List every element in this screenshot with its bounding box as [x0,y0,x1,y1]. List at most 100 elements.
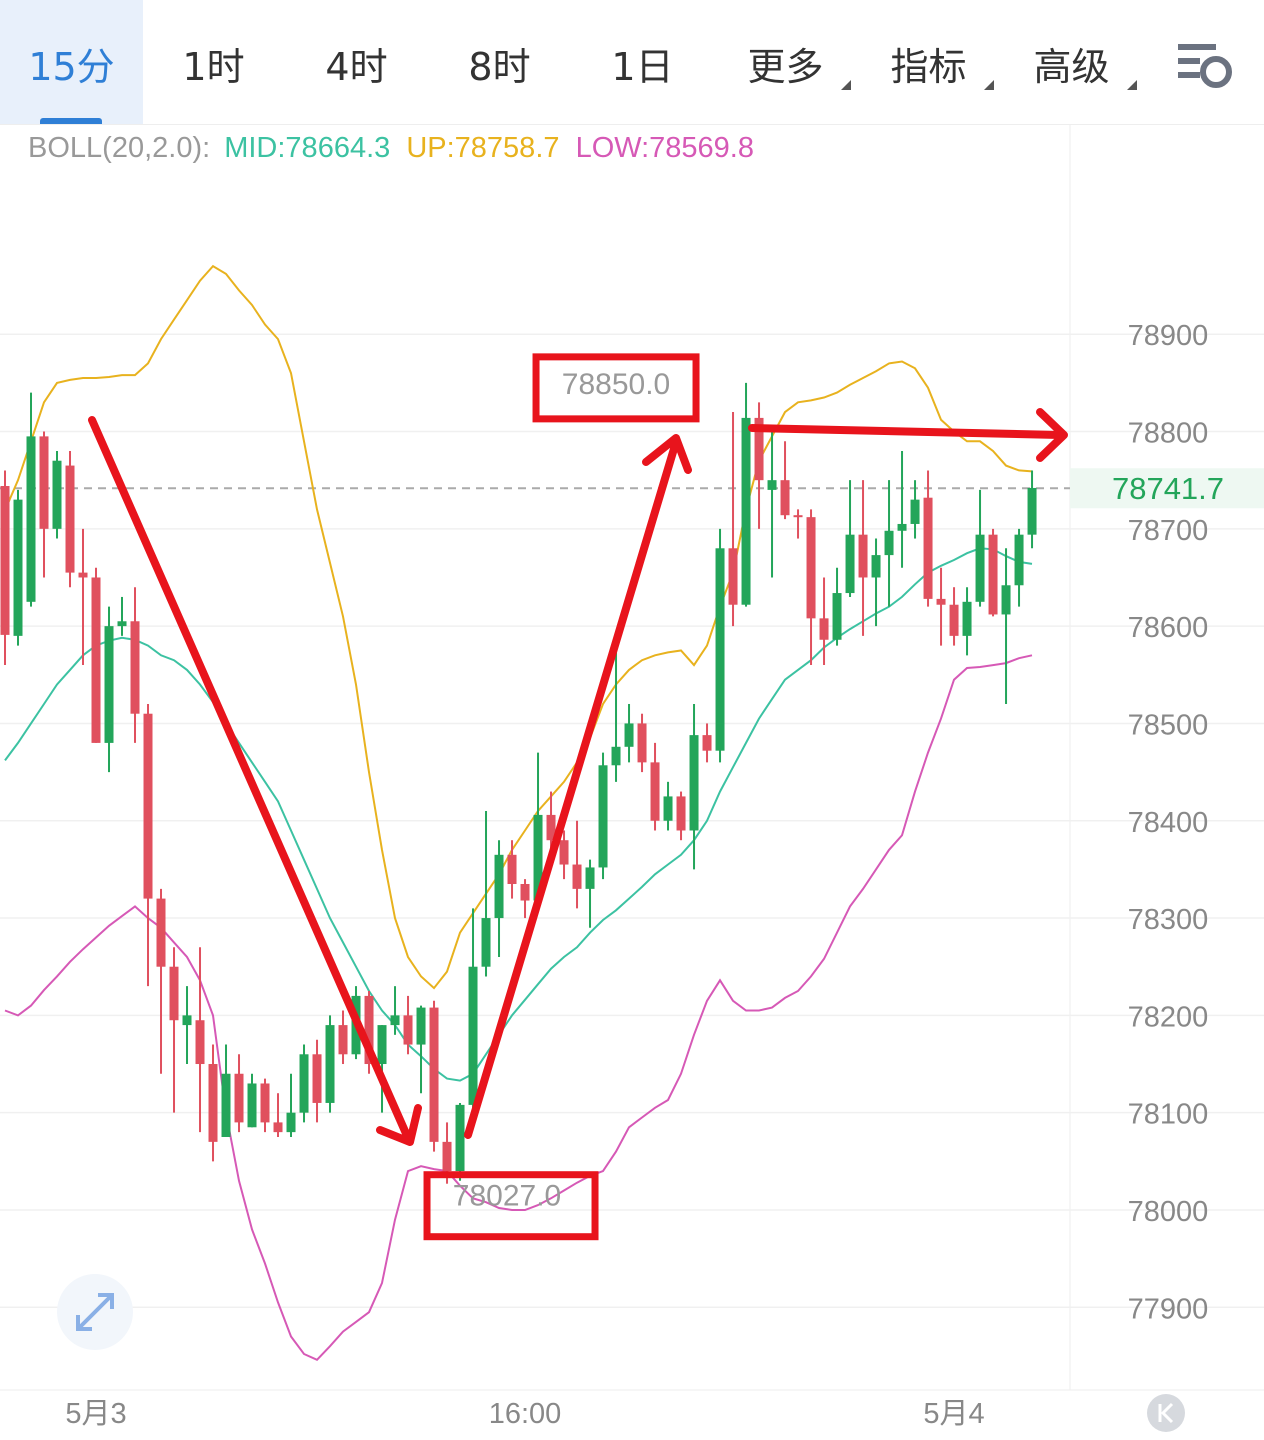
candle-body [0,486,10,635]
boll-line [4,547,1033,1082]
candle-body [299,1054,309,1113]
dropdown-caret [1127,80,1137,90]
y-tick-label: 78900 [1128,320,1209,352]
candle-body [182,1015,192,1026]
candle-body [637,723,647,763]
candle-body [702,735,712,751]
candle-body [234,1073,244,1123]
timeframe-tab[interactable]: 8时 [428,0,571,124]
down-arrow [88,416,422,1146]
candle-body [533,814,543,901]
candle-body [312,1054,322,1103]
timeframe-tab[interactable]: 指标 [857,0,1000,124]
candle-body [845,534,855,594]
candle-body [962,601,972,636]
candle-body [247,1083,257,1128]
candle-body [689,735,699,831]
candle-body [52,460,62,529]
candle-body [988,534,998,615]
icon-bar [1178,72,1200,78]
candle-body [169,966,179,1021]
timeframe-tab[interactable]: 4时 [285,0,428,124]
candle-body [884,530,894,556]
indicator-up: UP:78758.7 [406,132,559,164]
tab-label: 15分 [28,45,115,89]
candle-body [975,534,985,602]
dropdown-caret [984,80,994,90]
candle-body [39,436,49,529]
candle-body [832,593,842,640]
candle-body [390,1015,400,1026]
timeframe-tab[interactable]: 更多 [714,0,857,124]
expand-button[interactable] [57,1274,133,1350]
icon-bar [1178,58,1200,64]
tab-label: 1日 [611,45,674,89]
indicator-mid: MID:78664.3 [224,132,390,164]
settings-icon[interactable] [1174,40,1238,96]
candle-body [936,598,946,605]
icon-gear [1200,56,1232,88]
last-price-bg [1070,468,1264,509]
timeframe-toolbar: 15分 1时 4时 8时 1日 更多 指标 高级 [0,0,1264,125]
y-tick-label: 78300 [1128,904,1209,936]
candle-body [624,723,634,747]
candle-body [78,572,88,578]
timeframe-tab[interactable]: 1日 [571,0,714,124]
candle-body [130,621,140,714]
candle-body [715,548,725,751]
highlight-box [532,353,700,423]
tab-label: 1时 [182,45,245,89]
last-price-label: 78741.7 [1112,471,1224,506]
candle-body [871,555,881,578]
candle-body [507,854,517,884]
candle-body [429,1007,439,1142]
highlight-box [423,1171,599,1241]
x-tick-label: 5月4 [923,1398,984,1430]
candle-body [897,523,907,531]
candle-body [273,1122,283,1133]
y-tick-label: 78500 [1128,709,1209,741]
candle-body [598,765,608,868]
timeframe-tab[interactable]: 15分 [0,0,143,124]
price-axis-bg [1070,125,1264,1390]
timeframe-tab[interactable]: 高级 [1000,0,1143,124]
y-tick-label: 78700 [1128,515,1209,547]
chart: 78850.0 78027.0 BOLL(20,2.0): MID:78664.3… [0,125,1264,1432]
candle-body [221,1073,231,1137]
candle-body [455,1104,465,1172]
tab-label: 高级 [1033,45,1110,89]
candle-body [858,534,868,578]
candle-body [481,918,491,967]
candle-body [728,548,738,605]
y-tick-label: 78600 [1128,612,1209,644]
boll-line [4,654,1033,1362]
candle-body [611,746,621,766]
y-tick-label: 78200 [1128,1001,1209,1033]
indicator-header: BOLL(20,2.0): MID:78664.3 UP:78758.7 LOW… [28,132,754,164]
candle-body [949,604,959,636]
candle-body [650,762,660,821]
up-arrow [464,434,692,1139]
scroll-latest-button[interactable] [1147,1394,1185,1432]
candle-body [767,480,777,490]
y-tick-label: 78100 [1128,1099,1209,1131]
candle-body [546,814,556,841]
candle-body [13,499,23,636]
scroll-bg [1147,1394,1185,1432]
candle-body [793,515,803,518]
candle-body [377,1025,387,1065]
scroll-icon [1158,1402,1174,1424]
candle-body [104,626,114,743]
candle-body [585,867,595,889]
y-tick-label: 78800 [1128,418,1209,450]
candle-body [26,436,36,602]
candle-body [676,796,686,831]
extreme-label: 78850.0 [562,368,670,401]
candle-body [260,1083,270,1123]
timeframe-tab[interactable]: 1时 [142,0,285,124]
candle-body [468,966,478,1105]
y-tick-label: 78000 [1128,1196,1209,1228]
x-tick-label: 16:00 [489,1398,562,1430]
tab-label: 更多 [747,45,824,89]
candle-body [156,898,166,967]
